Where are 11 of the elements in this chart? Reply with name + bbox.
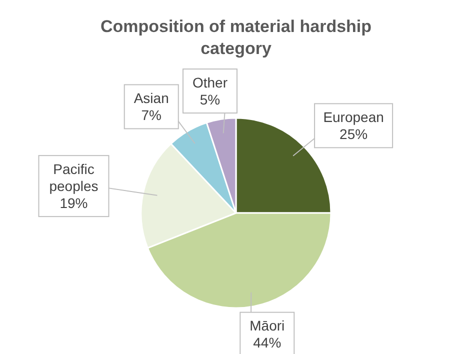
slice-label: Asian xyxy=(134,90,169,106)
data-label: 7% xyxy=(141,106,162,123)
slice-label: Māori xyxy=(250,318,285,334)
data-label: 19% xyxy=(60,194,88,211)
data-label: 5% xyxy=(200,91,220,108)
data-label: 44% xyxy=(253,334,282,351)
data-label: 25% xyxy=(340,126,368,142)
slice-label: European xyxy=(323,108,384,125)
chart-title: Composition of material hardship category xyxy=(100,17,372,58)
slice-label: Other xyxy=(192,74,228,90)
slice-label: Pacific peoples xyxy=(49,160,98,194)
